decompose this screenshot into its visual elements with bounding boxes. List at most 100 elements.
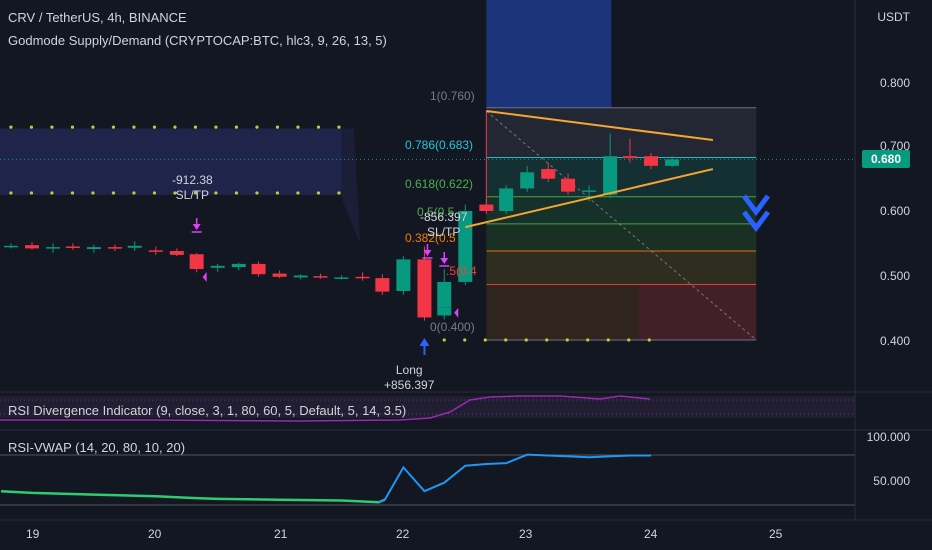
level-dot — [132, 125, 136, 129]
sltp-annotation: -912.38 SL/TP — [172, 173, 213, 203]
time-tick: 24 — [644, 527, 658, 541]
candle-body — [251, 263, 266, 275]
candle-body — [3, 245, 18, 248]
time-tick: 19 — [26, 527, 40, 541]
time-tick: 21 — [274, 527, 288, 541]
candle-body — [520, 172, 535, 189]
rsi-divergence-legend[interactable]: RSI Divergence Indicator (9, close, 3, 1… — [8, 403, 407, 418]
fib-label: .5(0.4 — [446, 264, 477, 278]
rsi-vwap-line — [378, 453, 651, 504]
level-dot — [647, 338, 651, 342]
fib-label: 0.618(0.622) — [405, 177, 474, 191]
candle-body — [107, 247, 122, 249]
fib-label: 1(0.760) — [430, 89, 475, 103]
level-dot — [275, 191, 280, 195]
sltp-label: SL/TP — [175, 188, 210, 202]
supply-zone — [0, 128, 342, 195]
level-dot — [565, 338, 569, 342]
level-dot — [463, 338, 467, 342]
level-dot — [50, 191, 54, 195]
marker-triangle — [202, 272, 207, 283]
candle-body — [127, 245, 142, 248]
current-price-badge: 0.680 — [862, 150, 910, 168]
candle-body — [561, 178, 576, 192]
long-annotation: Long +856.397 — [384, 363, 434, 393]
price-tick: 0.600 — [879, 204, 910, 218]
candle-body — [665, 159, 680, 166]
price-tick: 0.700 — [879, 139, 910, 153]
level-dot — [296, 191, 300, 195]
fib-band — [486, 250, 757, 285]
candle-body — [622, 156, 637, 159]
level-dot — [337, 191, 341, 195]
candle-body — [437, 307, 452, 316]
level-dot — [545, 338, 549, 342]
candle-body — [437, 281, 452, 308]
candle-body — [582, 190, 597, 192]
level-dot — [173, 125, 177, 129]
fib-label: 0.5(0.5 — [417, 205, 455, 219]
level-dot — [316, 191, 321, 195]
level-dot — [255, 191, 259, 195]
price-tick: 0.500 — [879, 269, 910, 283]
price-tick: 0.400 — [879, 334, 910, 348]
candle-body — [458, 211, 473, 282]
candle-body — [25, 245, 39, 249]
level-dot — [91, 191, 95, 195]
level-dot — [524, 338, 528, 342]
marker-arrow-head — [192, 224, 201, 230]
level-dot — [9, 125, 13, 129]
level-dot — [9, 191, 13, 195]
level-dot — [296, 125, 300, 129]
sltp-value: -856.397 — [420, 210, 468, 224]
level-dot — [70, 125, 75, 129]
candle-body — [210, 265, 225, 268]
candle-body — [293, 275, 308, 278]
level-dot — [91, 125, 95, 129]
fib-label: 0.382(0.5 — [405, 231, 456, 245]
level-dot — [193, 191, 198, 195]
demand-zone-upper — [486, 0, 612, 108]
level-dot — [627, 338, 631, 342]
fib-trend-diagonal — [486, 110, 757, 341]
candle-body — [541, 169, 556, 179]
level-dot — [193, 125, 198, 129]
level-dot — [70, 191, 75, 195]
long-value: +856.397 — [384, 378, 435, 392]
fib-band — [486, 223, 757, 251]
level-dot — [586, 338, 590, 342]
level-dot — [606, 338, 610, 342]
candle-body — [644, 156, 658, 166]
candle-body — [417, 259, 432, 318]
level-dot — [29, 125, 34, 129]
time-tick: 23 — [519, 527, 533, 541]
candle-body — [189, 254, 204, 270]
level-dot — [111, 125, 116, 129]
candle-body — [396, 259, 411, 281]
price-axis-currency: USDT — [877, 10, 910, 24]
sltp-value: -912.38 — [172, 173, 213, 187]
candle-body — [148, 250, 163, 252]
time-tick: 20 — [148, 527, 162, 541]
candle-body — [272, 273, 287, 277]
candle-body — [355, 276, 370, 279]
fib-band — [486, 196, 757, 224]
marker-arrow-head — [423, 250, 432, 256]
supply-zone-fade — [341, 128, 361, 244]
candle-body — [313, 276, 328, 278]
level-dot — [132, 191, 136, 195]
candle-body — [499, 188, 514, 211]
candle-body — [86, 247, 101, 250]
indicator-legend[interactable]: Godmode Supply/Demand (CRYPTOCAP:BTC, hl… — [8, 33, 387, 48]
sltp-label: SL/TP — [427, 225, 461, 239]
candle-body — [231, 263, 246, 268]
trend-line — [486, 110, 714, 142]
long-label: Long — [395, 363, 423, 377]
trend-line — [465, 168, 714, 229]
rsi-vwap-legend[interactable]: RSI-VWAP (14, 20, 80, 10, 20) — [8, 440, 186, 455]
fib-label: 0.786(0.683) — [405, 138, 474, 152]
rsi-vwap-tick: 100.000 — [866, 430, 910, 444]
level-dot — [234, 125, 239, 129]
rsi-vwap-tick: 50.000 — [873, 474, 910, 488]
